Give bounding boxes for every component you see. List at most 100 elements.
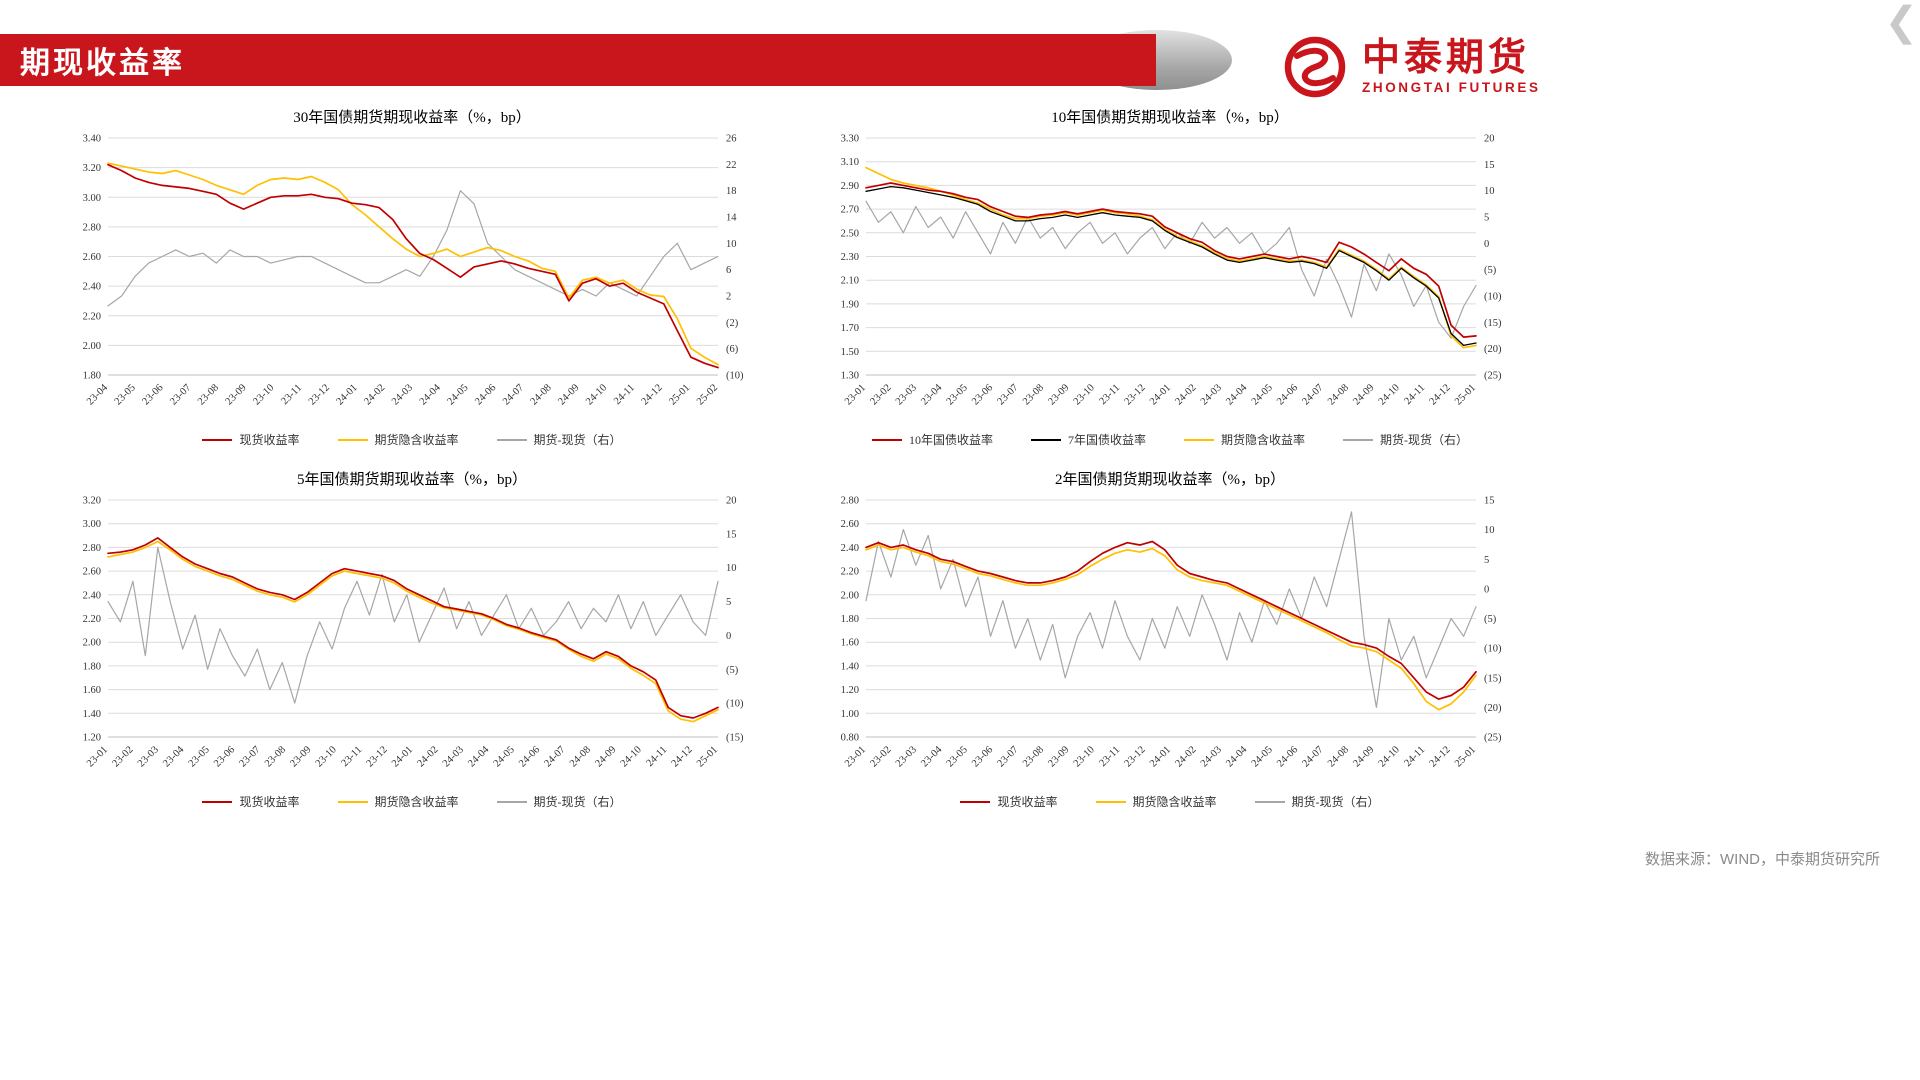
line-chart-5y: 3.20 3.00 2.80 2.60 2.40 2.20 2.00 1.80 1.60 1.40… [83, 496, 744, 770]
series-line-left [865, 185, 1477, 347]
left-axis-label: 1.20 [841, 685, 859, 696]
left-axis-label: 2.00 [83, 638, 101, 649]
x-axis-label: 23-04 [161, 744, 187, 770]
x-axis-label: 24-06 [517, 744, 542, 769]
x-axis-label: 25-01 [1453, 744, 1478, 769]
left-axis-label: 1.70 [841, 323, 859, 334]
x-axis-label: 23-07 [996, 744, 1021, 769]
legend-label: 10年国债收益率 [908, 433, 993, 447]
x-axis-label: 24-08 [529, 382, 554, 407]
x-axis-label: 23-05 [945, 744, 970, 769]
x-axis-label: 24-09 [556, 382, 581, 407]
right-axis-label: (10) [1484, 292, 1502, 303]
right-axis-label: (5) [726, 665, 739, 676]
left-axis-label: 1.40 [83, 709, 101, 720]
left-axis-label: 1.20 [83, 733, 101, 744]
x-axis-label: 23-06 [970, 744, 995, 769]
left-axis-label: 2.70 [841, 205, 859, 216]
right-axis-label: 14 [726, 213, 737, 224]
x-axis-label: 24-10 [1377, 382, 1402, 407]
right-axis-label: 10 [1484, 186, 1495, 197]
left-axis-label: 2.80 [83, 543, 101, 554]
legend-item: 现货收益率 [202, 431, 300, 448]
left-axis-label: 2.00 [83, 341, 101, 352]
line-chart-10y: 3.30 3.10 2.90 2.70 2.50 2.30 2.10 1.90 1.70 1.50… [841, 134, 1502, 408]
left-axis-label: 1.30 [841, 371, 859, 382]
x-axis-label: 24-03 [390, 382, 415, 407]
legend-item: 期货-现货（右） [1254, 793, 1380, 810]
x-axis-label: 23-03 [894, 744, 919, 769]
chart-legend-5y: 现货收益率 期货隐含收益率 期货-现货（右） [62, 793, 762, 810]
x-axis-label: 25-02 [695, 382, 720, 407]
left-axis-label: 3.40 [83, 134, 101, 145]
left-axis-label: 2.00 [841, 590, 859, 601]
x-axis-label: 24-04 [418, 382, 444, 408]
x-axis-label: 23-09 [1046, 744, 1071, 769]
x-axis-label: 25-01 [1453, 382, 1478, 407]
left-axis-label: 1.50 [841, 347, 859, 358]
series-line-left [865, 544, 1477, 711]
legend-label: 期货隐含收益率 [374, 433, 459, 447]
legend-line-swatch [202, 438, 233, 441]
x-axis-label: 23-05 [945, 382, 970, 407]
x-axis-label: 24-10 [1377, 744, 1402, 769]
line-chart-30y: 3.403.203.002.802.602.402.202.001.802622… [83, 134, 744, 408]
x-axis-label: 24-02 [1173, 382, 1198, 407]
legend-line-swatch [1343, 438, 1374, 441]
x-axis-label: 23-08 [263, 744, 288, 769]
x-axis-label: 23-09 [1046, 382, 1071, 407]
right-axis-label: (25) [1484, 371, 1502, 382]
legend-label: 期货隐含收益率 [1132, 795, 1217, 809]
right-axis-label: 5 [1484, 213, 1489, 224]
left-axis-label: 2.60 [841, 519, 859, 530]
title-bar: 期现收益率 [0, 34, 1156, 86]
legend-label: 7年国债收益率 [1067, 433, 1146, 447]
x-axis-label: 24-04 [1224, 744, 1250, 770]
logo-title: 中泰期货 [1362, 36, 1531, 79]
x-axis-label: 24-06 [1275, 382, 1300, 407]
x-axis-label: 23-10 [251, 382, 276, 407]
x-axis-label: 24-05 [492, 744, 517, 769]
x-axis-label: 24-09 [1351, 744, 1376, 769]
x-axis-label: 23-01 [843, 382, 868, 407]
left-axis-label: 2.20 [83, 614, 101, 625]
x-axis-label: 24-08 [568, 744, 593, 769]
x-axis-label: 24-05 [445, 382, 470, 407]
zhongtai-logo-icon [1284, 36, 1346, 98]
left-axis-label: 3.30 [841, 134, 859, 145]
legend-line-swatch [496, 438, 527, 441]
x-axis-label: 24-07 [501, 382, 526, 407]
x-axis-label: 24-11 [644, 744, 669, 769]
legend-line-swatch [871, 438, 902, 441]
x-axis-label: 24-03 [1199, 382, 1224, 407]
series-line-left [865, 166, 1477, 349]
x-axis-label: 24-01 [335, 382, 360, 407]
x-axis-label: 24-12 [1428, 382, 1453, 407]
right-axis-label: 22 [726, 160, 737, 171]
zhongtai-logo-text: 中泰期货 ZHONGTAI FUTURES [1362, 36, 1541, 96]
left-axis-label: 1.40 [841, 661, 859, 672]
x-axis-label: 23-12 [307, 382, 332, 407]
right-axis-label: (10) [726, 371, 744, 382]
x-axis-label: 23-05 [113, 382, 138, 407]
right-axis-label: 20 [726, 496, 737, 507]
legend-label: 现货收益率 [239, 433, 300, 447]
x-axis-label: 23-08 [1021, 382, 1046, 407]
chart-panel-30y: 30年国债期货期现收益率（%，bp） 3.40 3.20 3.00 2.80 2.60 2… [62, 106, 762, 448]
x-axis-label: 23-07 [238, 744, 263, 769]
left-axis-label: 2.40 [83, 590, 101, 601]
right-axis-label: (5) [1484, 614, 1497, 625]
left-axis-label: 3.10 [841, 157, 859, 168]
left-axis-label: 2.30 [841, 252, 859, 263]
x-axis-label: 24-07 [1301, 744, 1326, 769]
x-axis-label: 24-02 [362, 382, 387, 407]
x-axis-label: 23-07 [168, 382, 193, 407]
x-axis-label: 24-05 [1250, 744, 1275, 769]
series-line-left [107, 537, 719, 719]
chart-title-10y: 10年国债期货期现收益率（%，bp） [1051, 110, 1289, 126]
legend-item: 期货-现货（右） [496, 793, 622, 810]
left-axis-label: 2.10 [841, 276, 859, 287]
x-axis-label: 24-12 [1428, 744, 1453, 769]
x-axis-label: 25-01 [667, 382, 692, 407]
left-axis-label: 2.80 [841, 496, 859, 507]
